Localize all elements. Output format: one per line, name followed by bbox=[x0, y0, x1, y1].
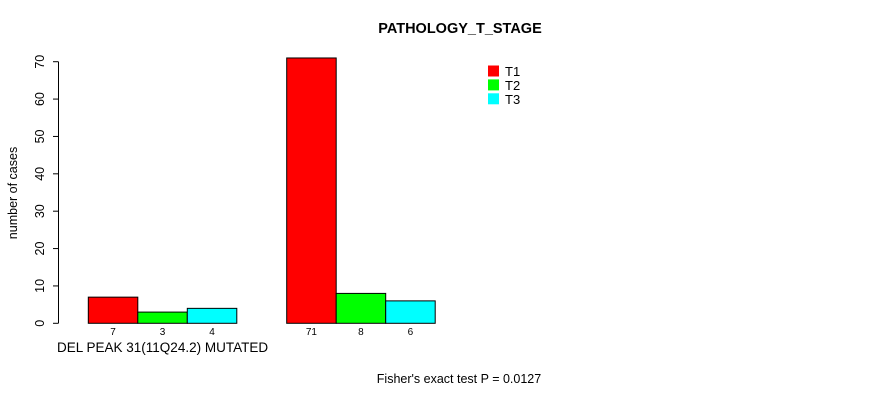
bar-value-label: 71 bbox=[306, 327, 318, 338]
y-axis: 0 10 20 30 40 50 60 70 bbox=[33, 55, 59, 327]
bar-value-labels: 7 3 4 71 8 6 bbox=[110, 327, 413, 338]
legend-swatch-t2 bbox=[488, 79, 499, 91]
legend-swatch-t1 bbox=[488, 65, 499, 77]
bar-t1-group2 bbox=[286, 57, 337, 324]
bar-t2-group2 bbox=[335, 292, 387, 324]
bar-value-label: 6 bbox=[408, 327, 414, 338]
stat-annotation: Fisher's exact test P = 0.0127 bbox=[377, 372, 541, 386]
legend-label-t3: T3 bbox=[505, 92, 520, 107]
bar-t3-group1 bbox=[186, 307, 238, 324]
legend-swatch-t3 bbox=[488, 93, 499, 105]
legend-label-t2: T2 bbox=[505, 78, 520, 93]
y-tick-label: 30 bbox=[33, 204, 47, 218]
bar-value-label: 3 bbox=[160, 327, 166, 338]
bar-value-label: 4 bbox=[209, 327, 215, 338]
group-axis-label: DEL PEAK 31(11Q24.2) MUTATED bbox=[57, 340, 268, 355]
x-group-labels: DEL PEAK 31(11Q24.2) MUTATED bbox=[57, 340, 268, 355]
y-tick-label: 20 bbox=[33, 242, 47, 256]
bar-value-label: 7 bbox=[110, 327, 116, 338]
y-tick-label: 40 bbox=[33, 167, 47, 181]
bar-t2-group1 bbox=[137, 311, 188, 324]
y-tick-label: 70 bbox=[33, 55, 47, 69]
y-tick-label: 10 bbox=[33, 279, 47, 293]
chart-title: PATHOLOGY_T_STAGE bbox=[378, 21, 542, 37]
bar-t3-group2 bbox=[385, 300, 436, 324]
y-axis-title: number of cases bbox=[6, 147, 20, 239]
bar-value-label: 8 bbox=[358, 327, 364, 338]
y-tick-label: 50 bbox=[33, 129, 47, 143]
y-tick-label: 60 bbox=[33, 92, 47, 106]
y-tick-label: 0 bbox=[33, 320, 47, 327]
bar-t1-group1 bbox=[87, 296, 139, 324]
legend-label-t1: T1 bbox=[505, 64, 520, 79]
bars-group bbox=[87, 57, 436, 324]
